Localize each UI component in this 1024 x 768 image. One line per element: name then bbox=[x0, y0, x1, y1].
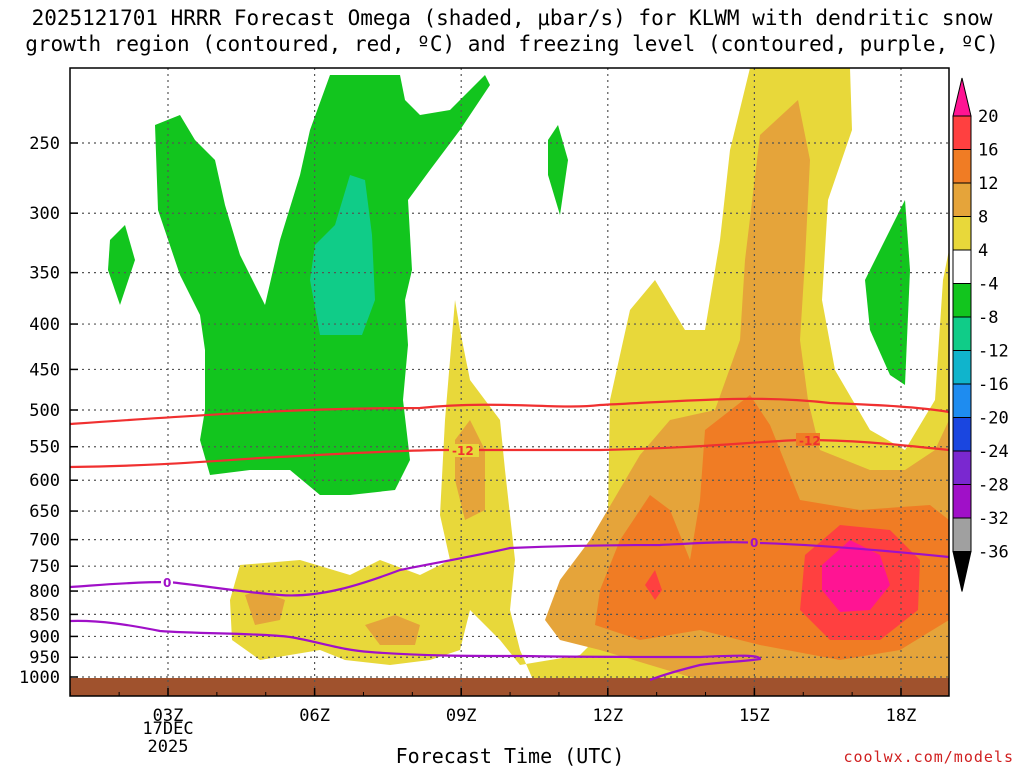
colorbar-label: 20 bbox=[978, 107, 998, 127]
ground-strip bbox=[70, 678, 949, 696]
y-tick-label: 250 bbox=[29, 134, 60, 154]
colorbar-swatch bbox=[952, 182, 972, 217]
x-axis-title: Forecast Time (UTC) bbox=[395, 744, 625, 768]
freezing-contour-labels: 0 0 bbox=[161, 536, 760, 590]
colorbar-swatch bbox=[952, 115, 972, 150]
x-tick-label: 15Z bbox=[739, 706, 770, 726]
dendritic-contour-labels: -12 -12 bbox=[449, 433, 821, 458]
y-tick-label: 450 bbox=[29, 360, 60, 380]
colorbar-label: 12 bbox=[978, 174, 998, 194]
colorbar-label: 16 bbox=[978, 141, 998, 161]
y-tick-label: 600 bbox=[29, 471, 60, 491]
colorbar-swatch bbox=[952, 383, 972, 418]
colorbar-swatch bbox=[952, 417, 972, 452]
colorbar-label: -28 bbox=[978, 476, 1009, 496]
contour-label-0-b: 0 bbox=[750, 536, 758, 550]
y-tick-label: 500 bbox=[29, 401, 60, 421]
freezing-contour-lower bbox=[70, 619, 762, 682]
colorbar-top-arrow bbox=[952, 77, 972, 117]
colorbar: 20 16 12 8 4 -4 -8 -12 -16 -20 -24 -28 -32 -36 bbox=[952, 77, 1009, 592]
colorbar-label: -36 bbox=[978, 543, 1009, 563]
omega-region-neg-mid bbox=[548, 125, 568, 215]
grid-lines bbox=[70, 68, 949, 696]
y-tick-label: 650 bbox=[29, 502, 60, 522]
omega-region-neg-left bbox=[108, 225, 135, 305]
colorbar-label: -8 bbox=[978, 308, 998, 328]
chart-title-line2: growth region (contoured, red, ºC) and f… bbox=[25, 32, 999, 56]
y-tick-label: 400 bbox=[29, 315, 60, 335]
y-tick-label: 950 bbox=[29, 648, 60, 668]
colorbar-swatch bbox=[952, 149, 972, 184]
colorbar-label: -32 bbox=[978, 509, 1009, 529]
y-tick-label: 700 bbox=[29, 531, 60, 551]
plot-frame bbox=[69, 67, 950, 697]
colorbar-label: -20 bbox=[978, 409, 1009, 429]
colorbar-swatch bbox=[952, 316, 972, 351]
x-tick-label: 18Z bbox=[886, 706, 917, 726]
date-year-label: 2025 bbox=[147, 737, 189, 757]
y-tick-label: 550 bbox=[29, 438, 60, 458]
omega-region-pos-left2 bbox=[365, 615, 420, 645]
x-tick-label: 12Z bbox=[592, 706, 623, 726]
colorbar-swatch bbox=[952, 350, 972, 385]
y-tick-label: 800 bbox=[29, 582, 60, 602]
colorbar-label: -16 bbox=[978, 375, 1009, 395]
x-tick-label: 06Z bbox=[299, 706, 330, 726]
contour-label-m12-b: -12 bbox=[799, 434, 821, 448]
x-axis: 03Z 06Z 09Z 12Z 15Z 18Z bbox=[69, 688, 917, 726]
omega-shading bbox=[108, 68, 949, 696]
colorbar-swatch bbox=[952, 484, 972, 519]
colorbar-swatch bbox=[952, 249, 972, 284]
x-tick-label: 09Z bbox=[446, 706, 477, 726]
y-tick-label: 300 bbox=[29, 204, 60, 224]
colorbar-swatch bbox=[952, 216, 972, 251]
y-tick-label: 750 bbox=[29, 557, 60, 577]
y-axis: 2503003504004505005506006507007508008509… bbox=[19, 134, 78, 688]
omega-region-pos-peak bbox=[822, 540, 890, 612]
colorbar-swatch bbox=[952, 517, 972, 552]
omega-region-pos-small bbox=[645, 570, 662, 600]
date-day-label: 17DEC bbox=[142, 719, 194, 739]
colorbar-swatch bbox=[952, 450, 972, 485]
colorbar-swatch bbox=[952, 283, 972, 318]
y-tick-label: 1000 bbox=[19, 668, 60, 688]
y-tick-label: 900 bbox=[29, 627, 60, 647]
colorbar-label: 4 bbox=[978, 241, 988, 261]
site-credit: coolwx.com/models bbox=[843, 748, 1014, 766]
chart-title-line1: 2025121701 HRRR Forecast Omega (shaded, … bbox=[31, 6, 993, 30]
colorbar-label: -12 bbox=[978, 342, 1009, 362]
contour-label-0-a: 0 bbox=[163, 576, 171, 590]
omega-region-neg-right bbox=[865, 200, 910, 385]
x-tick-label: 03Z bbox=[153, 706, 184, 726]
y-tick-label: 350 bbox=[29, 264, 60, 284]
colorbar-label: -24 bbox=[978, 442, 1009, 462]
colorbar-bottom-arrow bbox=[952, 551, 972, 592]
y-tick-label: 850 bbox=[29, 605, 60, 625]
colorbar-label: -4 bbox=[978, 275, 998, 295]
colorbar-label: 8 bbox=[978, 208, 988, 228]
omega-region-pos-left bbox=[245, 590, 285, 625]
dendritic-contour-upper bbox=[70, 397, 949, 426]
contour-label-m12-a: -12 bbox=[452, 444, 474, 458]
omega-region-neg-cyan bbox=[310, 175, 375, 335]
